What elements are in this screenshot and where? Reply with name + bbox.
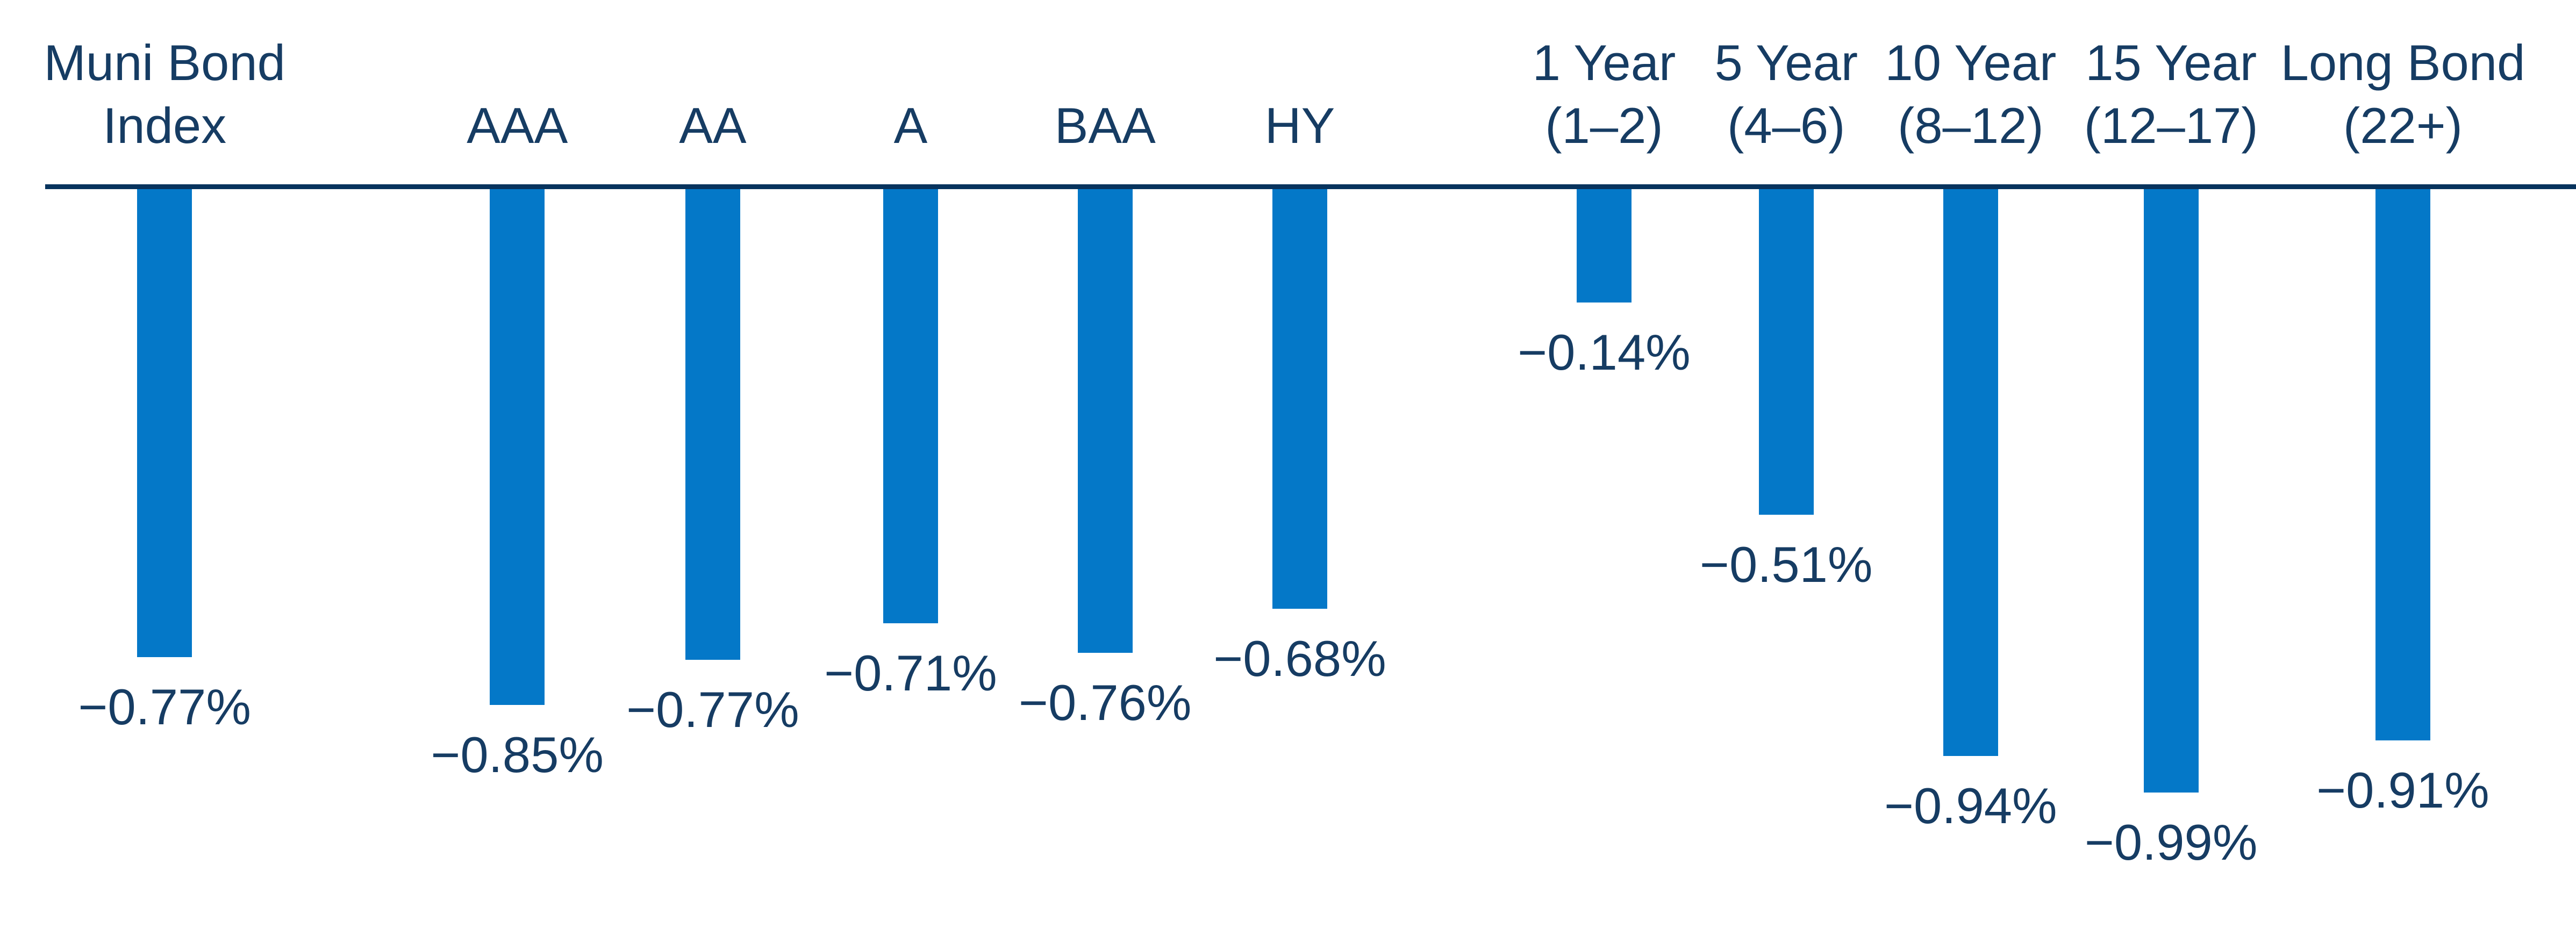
bar-3 bbox=[685, 189, 740, 660]
category-label-4: A bbox=[894, 94, 928, 157]
category-label-1: Muni Bond Index bbox=[44, 31, 285, 157]
value-label-3: −0.77% bbox=[626, 681, 799, 738]
category-label-line: (12–17) bbox=[2084, 97, 2258, 154]
bar-11 bbox=[2375, 189, 2430, 740]
category-label-line: (1–2) bbox=[1545, 97, 1663, 154]
value-label-10: −0.99% bbox=[2084, 814, 2258, 870]
category-label-line: (22+) bbox=[2343, 97, 2463, 154]
category-label-line: (8–12) bbox=[1898, 97, 2044, 154]
category-label-line: Muni Bond bbox=[44, 34, 285, 91]
bar-4 bbox=[883, 189, 938, 623]
category-label-11: Long Bond (22+) bbox=[2281, 31, 2525, 157]
value-label-4: −0.71% bbox=[824, 645, 997, 701]
category-label-line: Index bbox=[103, 97, 227, 154]
category-label-line: (4–6) bbox=[1727, 97, 1845, 154]
value-label-6: −0.68% bbox=[1213, 630, 1386, 687]
bar-8 bbox=[1758, 189, 1814, 515]
x-axis-baseline bbox=[45, 184, 2576, 189]
bar-9 bbox=[1943, 189, 1998, 756]
category-label-7: 1 Year (1–2) bbox=[1533, 31, 1676, 157]
category-label-line: 5 Year bbox=[1714, 34, 1858, 91]
category-label-10: 15 Year (12–17) bbox=[2084, 31, 2258, 157]
bar-6 bbox=[1272, 189, 1328, 609]
category-label-line: AA bbox=[679, 97, 747, 154]
category-label-line: 1 Year bbox=[1532, 34, 1676, 91]
bar-1 bbox=[137, 189, 192, 657]
bar-7 bbox=[1576, 189, 1632, 303]
bar-2 bbox=[490, 189, 545, 705]
category-label-8: 5 Year (4–6) bbox=[1714, 31, 1858, 157]
value-label-9: −0.94% bbox=[1884, 777, 2057, 834]
value-label-11: −0.91% bbox=[2316, 762, 2489, 818]
category-label-line: 10 Year bbox=[1885, 34, 2057, 91]
category-label-5: BAA bbox=[1055, 94, 1156, 157]
value-label-7: −0.14% bbox=[1518, 324, 1691, 380]
value-label-5: −0.76% bbox=[1019, 674, 1192, 731]
bar-5 bbox=[1077, 189, 1133, 653]
category-label-line: HY bbox=[1264, 97, 1335, 154]
category-label-2: AAA bbox=[467, 94, 568, 157]
category-label-line: BAA bbox=[1054, 97, 1156, 154]
value-label-1: −0.77% bbox=[78, 679, 251, 735]
category-label-line: 15 Year bbox=[2085, 34, 2257, 91]
category-label-line: AAA bbox=[467, 97, 568, 154]
value-label-2: −0.85% bbox=[431, 726, 604, 783]
category-label-line: A bbox=[893, 97, 928, 154]
category-label-6: HY bbox=[1265, 94, 1335, 157]
category-label-3: AA bbox=[679, 94, 746, 157]
category-label-9: 10 Year (8–12) bbox=[1885, 31, 2056, 157]
bar-10 bbox=[2143, 189, 2199, 793]
category-label-line: Long Bond bbox=[2280, 34, 2525, 91]
value-label-8: −0.51% bbox=[1700, 536, 1873, 593]
